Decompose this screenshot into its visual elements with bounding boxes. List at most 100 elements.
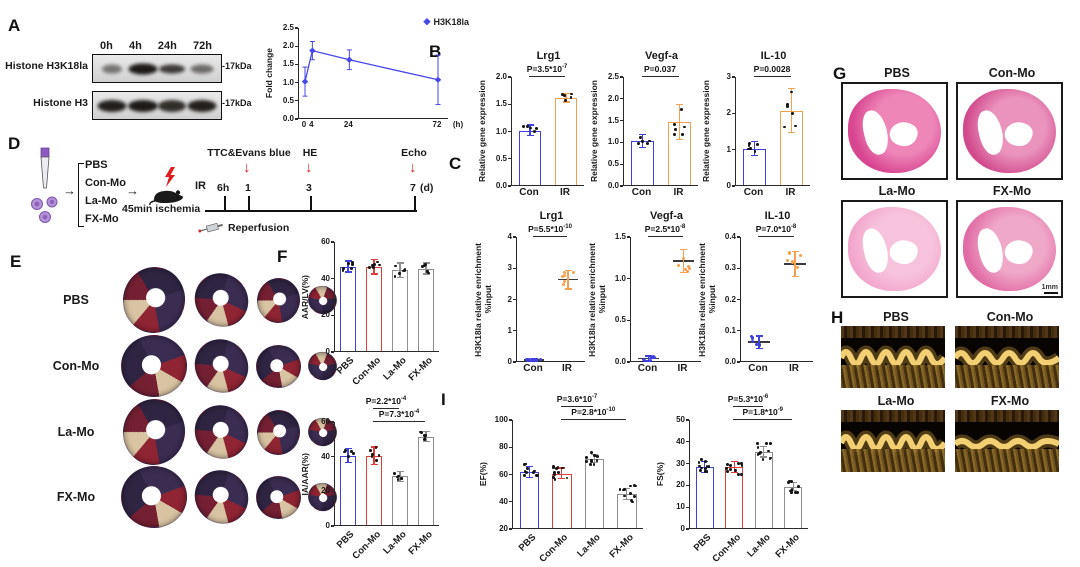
echo-nearfield: [955, 326, 1059, 338]
ttc-heart-section: [183, 394, 260, 470]
syringe-icon: [198, 222, 223, 233]
timeline-d7: 7: [410, 182, 416, 194]
ttc-heart-section: [183, 328, 260, 404]
echo-cell-lamo: La-Mo: [841, 394, 951, 472]
echo-grid: PBS Con-Mo La-Mo: [841, 310, 1065, 472]
he-cell-lamo: La-Mo: [841, 184, 953, 298]
panel-letter-a: A: [8, 16, 21, 35]
timeline-d1: 1: [245, 182, 251, 194]
he-cell-fxmo: FX-Mo 1mm: [956, 184, 1068, 298]
echo-image: [841, 326, 945, 388]
chart-c-lrg1: Lrg1 P=5.5*10 -10 H3K18la relative enrichme…: [473, 210, 587, 378]
ttc-row-label: PBS: [63, 293, 89, 307]
echo-label: Con-Mo: [986, 310, 1034, 324]
echo-wall-trace: [955, 434, 1059, 454]
blot-band: [102, 64, 123, 73]
panel-letter-g: G: [833, 64, 847, 83]
chart-h3k18la-foldchange: ◆ H3K18la Fold change 0.0 0.5 1.0 1.5 2.0 2.5 0 4 2…: [264, 16, 469, 129]
blot-marker: -17kDa: [222, 61, 252, 71]
timeline-unit: (d): [420, 182, 434, 194]
ttc-row-conmo: Con-Mo: [38, 328, 343, 404]
group-lamo: La-Mo: [85, 195, 118, 207]
blot-lane-headers: 0h 4h 24h 72h: [92, 40, 220, 52]
ttc-heart-section: [256, 475, 301, 519]
blot-lane-72h: 72h: [192, 40, 212, 52]
ttc-heart-section: [117, 262, 191, 338]
ttc-row-pbs: PBS: [38, 262, 343, 338]
panel-letter-d: D: [8, 134, 21, 153]
chart-f-ia-aar: P=2.2*10 -4 P=7.3*10 -4 IA/AAR(%) 0 20 40 60 PBS C…: [299, 396, 441, 563]
chart-c-il10: IL-10 P=7.0*10 -8 H3K18la relative enrichme…: [697, 210, 815, 378]
echo-label: FX-Mo: [990, 394, 1030, 408]
ttc-heart-section: [253, 274, 304, 326]
echo-nearfield: [841, 326, 945, 338]
he-image: [956, 82, 1063, 180]
ttc-heart-section: [121, 335, 187, 397]
echo-cell-fxmo: FX-Mo: [955, 394, 1065, 472]
right-arrow-icon: →: [63, 183, 76, 198]
echo-image: [955, 410, 1059, 472]
timeline-6h: 6h: [217, 182, 230, 194]
echo-cell-conmo: Con-Mo: [955, 310, 1065, 388]
western-blot-h3: [92, 91, 222, 120]
reperfusion-label: Reperfusion: [228, 222, 290, 234]
blot-lane-0h: 0h: [100, 40, 113, 52]
ttc-row-label: Con-Mo: [52, 359, 100, 373]
blot-band: [158, 99, 187, 112]
panel-letter-e: E: [10, 252, 22, 271]
event-ttc: TTC&Evans blue: [207, 147, 291, 159]
group-conmo: Con-Mo: [85, 177, 126, 189]
blot-row-label: Histone H3K18la: [5, 60, 88, 72]
echo-wall-trace: [841, 430, 945, 456]
echo-label: La-Mo: [877, 394, 915, 408]
echo-farfield: [955, 365, 1059, 388]
ttc-row-lamo: La-Mo: [38, 394, 343, 470]
group-bracket: [78, 163, 84, 227]
echo-nearfield: [841, 410, 945, 422]
blot-row-label: Histone H3: [33, 97, 88, 109]
ttc-row-fxmo: FX-Mo: [38, 459, 343, 535]
echo-wall-trace: [841, 345, 945, 371]
scale-bar-label: 1mm: [1041, 283, 1058, 291]
chart-f-aar-lv: AAR/LV(%) 0 20 40 60 PBS Con-Mo La-Mo FX-Mo: [299, 237, 441, 389]
echo-farfield: [841, 365, 945, 388]
chart-b-il10: IL-10 P=0.0028 Relative gene expression 0 1 2…: [700, 50, 812, 202]
echo-image: [955, 326, 1059, 388]
blot-lane-24h: 24h: [157, 40, 177, 52]
blot-band: [159, 64, 186, 73]
he-cell-pbs: PBS: [841, 66, 953, 180]
group-pbs: PBS: [85, 159, 108, 171]
timeline-tick: [414, 196, 416, 210]
blot-band: [190, 64, 214, 73]
he-image: [841, 200, 948, 298]
he-image: 1mm: [956, 200, 1063, 298]
echo-cell-pbs: PBS: [841, 310, 951, 388]
blot-marker: -17kDa: [222, 98, 252, 108]
he-label: PBS: [884, 66, 910, 80]
chart-b-lrg1: Lrg1 P=3.5*10 -7 Relative gene expression 0.…: [476, 50, 586, 202]
ttc-heart-section: [121, 466, 187, 528]
right-arrow-icon: →: [126, 183, 139, 198]
he-label: Con-Mo: [988, 66, 1036, 80]
ir-label: IR: [195, 180, 206, 192]
echo-label: PBS: [883, 310, 909, 324]
ttc-row-label: La-Mo: [57, 425, 95, 439]
blot-band: [187, 99, 217, 112]
ttc-heart-section: [117, 394, 191, 470]
chart-i-fs: P=5.3*10 -6 P=1.8*10 -9 FS(%) 0 10 20 30 40 50 PBS C…: [654, 394, 810, 566]
blot-band: [128, 63, 158, 74]
chart-b-vegfa: Vegf-a P=0.037 Relative gene expression 0.0…: [588, 50, 700, 202]
down-arrow-icon: ↓: [409, 159, 417, 176]
chart-c-vegfa: Vegf-a P=2.5*10 -8 H3K18la relative enrichm…: [587, 210, 703, 378]
event-he: HE: [302, 147, 318, 159]
event-echo: Echo: [401, 147, 427, 159]
timeline-tick: [248, 196, 250, 210]
he-grid: PBS Con-Mo La-Mo FX-Mo: [841, 66, 1068, 298]
lightning-icon: [165, 167, 175, 187]
ttc-heart-section: [183, 459, 260, 535]
he-cell-conmo: Con-Mo: [956, 66, 1068, 180]
panel-letter-c: C: [449, 154, 462, 173]
ischemia-label: 45min ischemia: [122, 203, 201, 215]
blot-band: [127, 99, 158, 112]
timeline-axis: [205, 210, 417, 212]
